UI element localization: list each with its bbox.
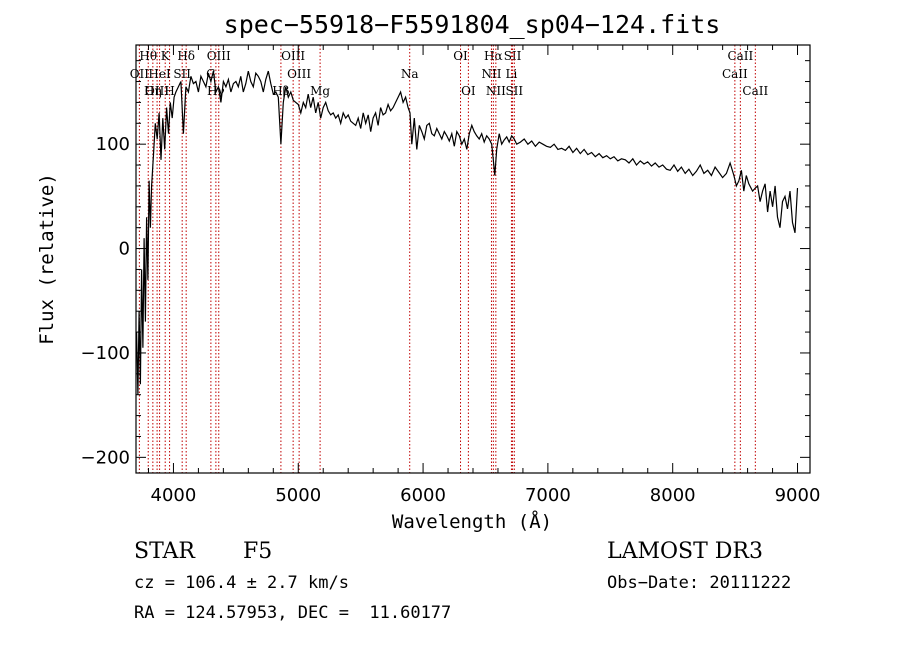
- line-label-3: Hη: [144, 84, 162, 98]
- coordinates-text: RA = 124.57953, DEC = 11.60177: [134, 603, 452, 623]
- line-label-24: SII: [505, 84, 523, 98]
- line-label-10: OIII: [207, 49, 231, 63]
- line-label-15: Mg: [310, 84, 330, 98]
- line-label-19: Hα: [484, 49, 503, 63]
- y-axis-label: Flux (relative): [36, 173, 58, 345]
- line-label-21: NII: [486, 84, 506, 98]
- object-class: STAR: [134, 539, 195, 564]
- chart-title: spec−55918−F5591804_sp04−124.fits: [224, 10, 721, 39]
- line-label-22: SII: [504, 49, 522, 63]
- line-label-13: OIII: [281, 49, 305, 63]
- line-label-4: K: [161, 49, 171, 63]
- line-label-23: Li: [506, 67, 518, 81]
- line-label-9: G: [206, 67, 216, 81]
- line-label-16: Na: [401, 67, 419, 81]
- line-label-17: OI: [453, 49, 468, 63]
- line-label-7: SII: [173, 67, 191, 81]
- line-label-2: OIII: [145, 84, 169, 98]
- survey-name: LAMOST DR3: [607, 539, 763, 564]
- line-label-6: HeI: [148, 67, 171, 81]
- x-tick-label-3: 7000: [525, 485, 571, 506]
- x-tick-label-2: 6000: [400, 485, 446, 506]
- line-label-26: CaII: [722, 67, 748, 81]
- object-subclass: F5: [243, 539, 273, 564]
- line-label-25: CaII: [727, 49, 753, 63]
- line-label-20: NII: [481, 67, 501, 81]
- redshift-text: cz = 106.4 ± 2.7 km/s: [134, 573, 349, 593]
- axis-ticks: 4000 5000 6000 7000 8000 9000 −200 −100 0 100: [81, 45, 821, 506]
- y-tick-label-3: 100: [96, 134, 130, 155]
- line-label-14: OIII: [287, 67, 311, 81]
- line-label-27: CaII: [742, 84, 768, 98]
- y-tick-label-2: 0: [119, 239, 130, 260]
- y-tick-label-1: −100: [81, 343, 130, 364]
- line-label-18: OI: [461, 84, 476, 98]
- x-tick-label-4: 8000: [650, 485, 696, 506]
- x-tick-label-5: 9000: [775, 485, 821, 506]
- plot-frame: [135, 44, 811, 474]
- line-label-0: Hθ: [139, 49, 157, 63]
- x-axis-label: Wavelength (Å): [392, 510, 552, 533]
- y-tick-label-0: −200: [81, 447, 130, 468]
- line-label-1: OII: [130, 67, 150, 81]
- line-label-5: H: [164, 84, 174, 98]
- obs-date-text: Obs−Date: 20111222: [607, 573, 792, 593]
- x-tick-label-0: 4000: [151, 485, 197, 506]
- line-label-8: Hδ: [177, 49, 195, 63]
- x-tick-label-1: 5000: [275, 485, 321, 506]
- flux-series-line: [136, 70, 799, 395]
